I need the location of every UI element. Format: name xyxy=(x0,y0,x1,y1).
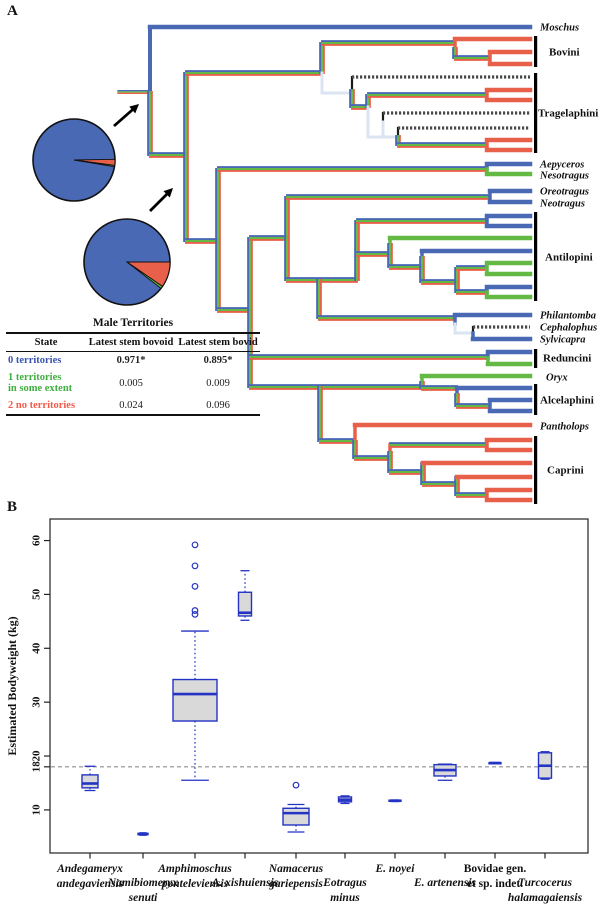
taxon-label: Bovini xyxy=(549,47,580,59)
y-tick-label: 18 xyxy=(31,761,43,773)
x-category-label: A. xishuiensis xyxy=(211,877,279,889)
x-category-label: Bovidae gen. xyxy=(464,863,527,875)
taxon-label: Reduncini xyxy=(543,353,591,365)
state-1-territories: 1 territories in some extent xyxy=(8,372,73,394)
box-andegameryx-andegaviensis xyxy=(81,765,99,792)
outlier-point xyxy=(191,607,199,614)
x-category-label: gariepensis xyxy=(268,878,323,890)
clade-bar xyxy=(534,436,538,504)
clade-bar xyxy=(534,73,538,153)
taxon-label: Oryx xyxy=(546,372,568,383)
outlier-point xyxy=(191,582,199,590)
phylogenetic-tree: Moschus Bovini Tragelaphini AepycerosNesotr… xyxy=(117,22,598,504)
y-axis-title: Estimated Bodyweight (kg) xyxy=(5,616,19,755)
y-tick-label: 50 xyxy=(31,588,43,600)
clade-bar xyxy=(534,349,538,368)
y-tick-label: 60 xyxy=(31,535,43,547)
box-enoyei xyxy=(388,799,402,803)
header-stem-bovid: Latest stem bovid xyxy=(176,333,260,352)
x-category-label: E. noyei xyxy=(375,863,416,875)
box-iqr xyxy=(172,678,218,722)
x-category-label: Namibiomeryx xyxy=(107,877,179,889)
outlier-point xyxy=(191,541,199,549)
pie-latest-stem-bovid xyxy=(83,218,171,306)
state-0-territories: 0 territories xyxy=(8,355,62,366)
table-header-row: State Latest stem bovoid Latest stem bov… xyxy=(6,333,260,352)
taxon-label: Caprini xyxy=(547,465,584,477)
taxon-label: Cephalophus xyxy=(540,322,597,333)
box-eartenensis xyxy=(433,763,457,781)
panel-b-label: B xyxy=(7,499,18,515)
y-tick-label: 30 xyxy=(31,696,43,708)
male-territories-table: Male Territories State Latest stem bovoi… xyxy=(6,317,260,416)
x-category-label: ponteleviensis xyxy=(161,878,229,890)
x-category-label: halamagaiensis xyxy=(508,892,583,904)
box-iqr xyxy=(81,774,99,789)
clade-bar xyxy=(534,384,538,415)
value-bovoid-1: 0.005 xyxy=(119,377,143,389)
header-stem-bovoid: Latest stem bovoid xyxy=(86,333,176,352)
x-category-label: andegaviensis xyxy=(57,878,124,890)
x-category-label: Eotragus xyxy=(322,877,367,889)
value-bovid-2: 0.096 xyxy=(206,400,230,411)
x-category-label: E. artenensis xyxy=(413,877,477,889)
outlier-point xyxy=(292,781,300,789)
taxon-label: Neotragus xyxy=(539,198,585,209)
table-row: 2 no territories 0.024 0.096 xyxy=(6,397,260,415)
box-axishuiensis xyxy=(237,570,253,621)
x-category-label: et sp. indet. xyxy=(467,878,523,890)
pie-slice xyxy=(73,159,116,168)
table-row: 1 territories in some extent 0.005 0.009 xyxy=(6,369,260,397)
x-category-label: Turcocerus xyxy=(518,877,572,889)
value-bovoid-0: 0.971* xyxy=(116,355,146,366)
taxon-label: Antilopini xyxy=(545,252,593,264)
value-bovid-0: 0.895* xyxy=(203,355,233,366)
outlier-point xyxy=(191,562,199,570)
taxon-label: Oreotragus xyxy=(540,186,589,197)
box-iqr xyxy=(282,807,310,826)
box-eotragus-minus xyxy=(337,795,353,805)
y-tick-label: 10 xyxy=(31,804,43,816)
pie-latest-stem-bovoid xyxy=(32,118,116,202)
header-state: State xyxy=(6,333,86,352)
x-category-label: senuti xyxy=(128,892,159,904)
box-namacerus-gariepensis xyxy=(282,781,310,833)
table-title: Male Territories xyxy=(92,317,174,329)
box-iqr xyxy=(237,591,253,617)
taxon-label: Alcelaphini xyxy=(540,395,594,407)
y-tick-label: 20 xyxy=(31,750,43,762)
probability-table: State Latest stem bovoid Latest stem bov… xyxy=(6,332,260,416)
panel-a-label: A xyxy=(7,3,18,19)
taxon-label: Nesotragus xyxy=(539,170,589,181)
plot-frame xyxy=(49,518,589,854)
box-bovidaegen-etspindet xyxy=(488,761,502,765)
box-amphimoschus-ponteleviensis xyxy=(172,541,218,781)
y-tick-label: 40 xyxy=(31,642,43,654)
arrow xyxy=(113,104,139,128)
state-2-no-territories: 2 no territories xyxy=(8,400,76,411)
x-category-label: Amphimoschus xyxy=(157,863,232,875)
box-namibiomeryx-senuti xyxy=(137,832,149,836)
taxon-label: Aepyceros xyxy=(539,159,584,170)
x-category-label: Namacerus xyxy=(268,863,324,875)
value-bovoid-2: 0.024 xyxy=(119,400,143,411)
box-turcocerus-halamagaiensis xyxy=(537,751,553,780)
value-bovid-1: 0.009 xyxy=(206,377,230,389)
outlier-point xyxy=(191,610,199,618)
taxon-label: Tragelaphini xyxy=(538,108,598,120)
clade-bar xyxy=(534,212,538,301)
x-category-label: Andegameryx xyxy=(56,863,123,875)
pie-slice xyxy=(126,261,164,289)
x-category-label: minus xyxy=(330,892,360,904)
table-row: 0 territories 0.971* 0.895* xyxy=(6,352,260,370)
clade-bar xyxy=(534,36,538,67)
taxon-label: Sylvicapra xyxy=(540,334,586,345)
taxon-label: Philantomba xyxy=(540,310,596,321)
taxon-label: Pantholops xyxy=(540,421,589,432)
arrow xyxy=(149,188,173,212)
taxon-label: Moschus xyxy=(539,22,579,33)
